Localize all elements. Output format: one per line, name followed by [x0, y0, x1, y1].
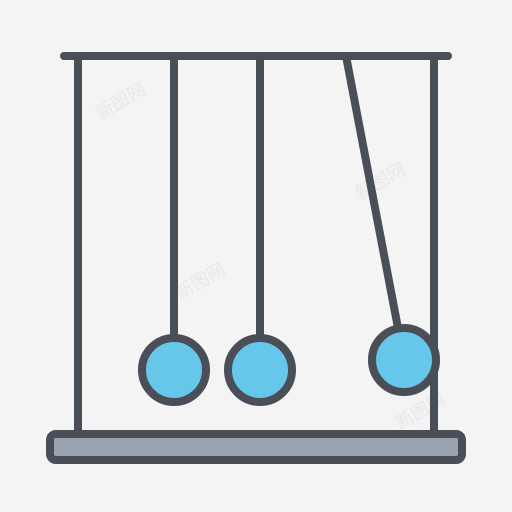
base-plate [50, 434, 462, 460]
ball-3-swinging [372, 328, 436, 392]
ball-1 [142, 338, 206, 402]
newtons-cradle-icon: 新图网新图网新图网新图网 [0, 0, 512, 512]
ball-2 [228, 338, 292, 402]
